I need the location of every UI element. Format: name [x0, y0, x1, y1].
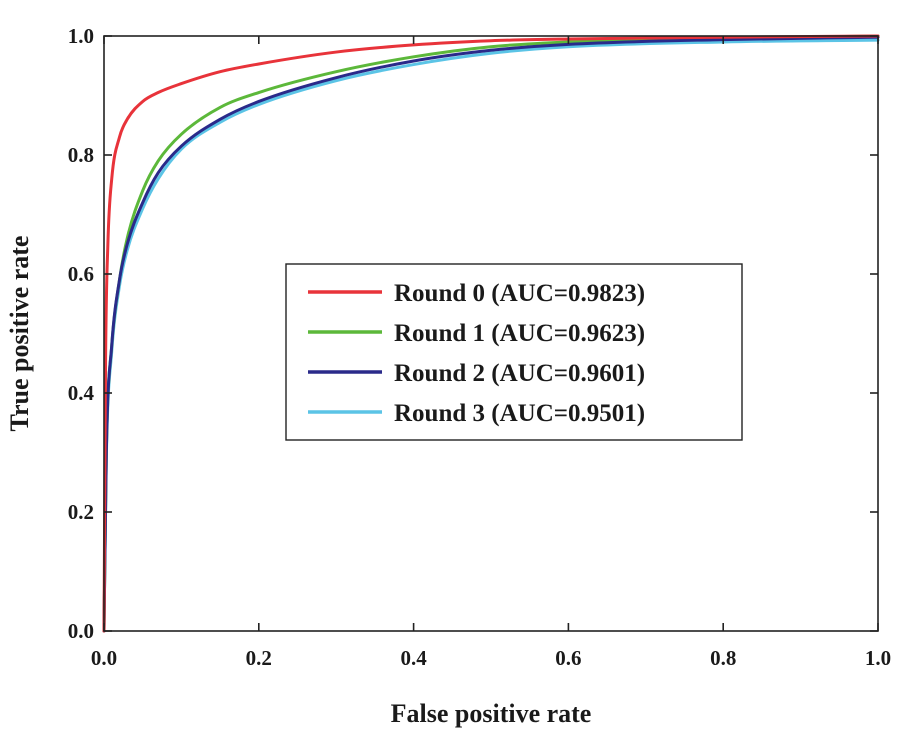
axis-ticks: 0.0 0.2 0.4 0.6 0.8 1.0 0.0 0.2 0.4 0.6 0.8 1.0: [68, 24, 891, 670]
legend-label: Round 0 (AUC=0.9823): [394, 280, 645, 307]
legend-label: Round 3 (AUC=0.9501): [394, 400, 645, 427]
legend-label: Round 1 (AUC=0.9623): [394, 320, 645, 347]
x-tick-label: 0.8: [710, 646, 736, 670]
y-axis-title: True positive rate: [5, 236, 34, 432]
y-tick-label: 0.4: [68, 381, 95, 405]
plot-frame: [103, 35, 879, 632]
y-tick-label: 0.8: [68, 143, 94, 167]
x-tick-label: 0.0: [91, 646, 117, 670]
x-axis-title: False positive rate: [391, 699, 592, 728]
x-tick-label: 0.6: [555, 646, 581, 670]
y-tick-label: 0.6: [68, 262, 94, 286]
legend-label: Round 2 (AUC=0.9601): [394, 360, 645, 387]
y-tick-label: 0.0: [68, 619, 94, 643]
legend: Round 0 (AUC=0.9823) Round 1 (AUC=0.9623)…: [285, 263, 743, 441]
x-tick-label: 0.2: [246, 646, 272, 670]
y-tick-label: 1.0: [68, 24, 94, 48]
x-tick-label: 1.0: [865, 646, 891, 670]
series-line-round-0: [102, 34, 880, 633]
y-tick-label: 0.2: [68, 500, 94, 524]
x-tick-label: 0.4: [400, 646, 427, 670]
series-line-round-2: [102, 35, 880, 633]
